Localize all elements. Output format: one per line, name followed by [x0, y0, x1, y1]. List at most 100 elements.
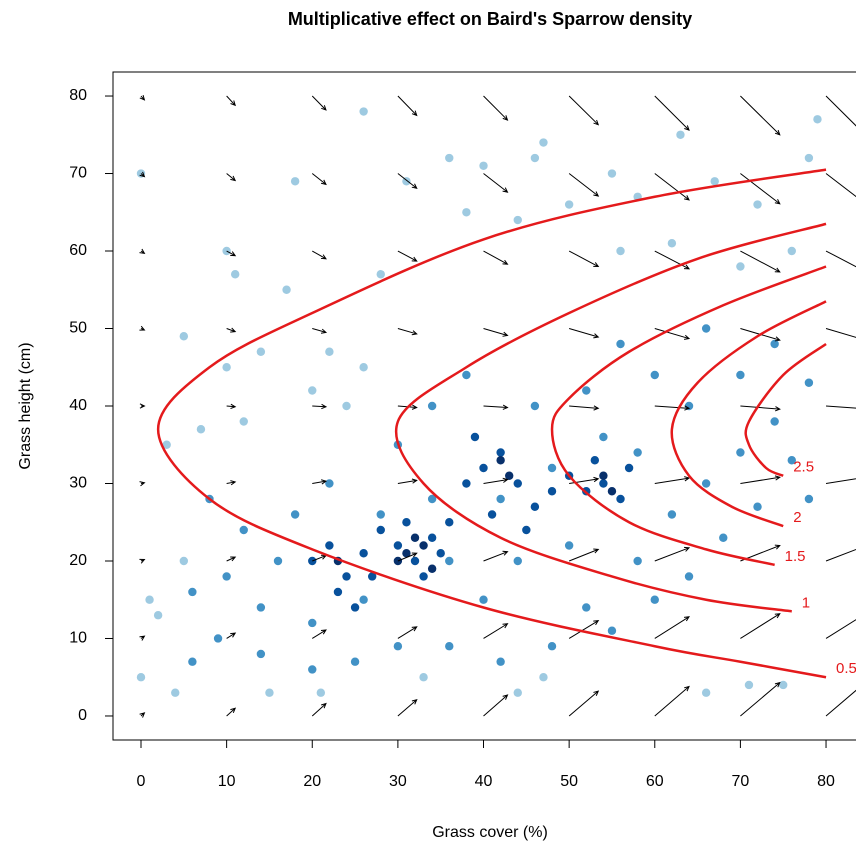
contour-label: 2.5 — [793, 459, 814, 476]
point — [513, 215, 522, 225]
point — [188, 657, 197, 666]
point — [667, 239, 677, 248]
vector-arrow — [740, 681, 781, 717]
vector-arrow — [312, 479, 328, 485]
point — [196, 425, 206, 434]
point — [813, 115, 822, 124]
point — [530, 502, 540, 511]
point — [393, 642, 403, 651]
point — [787, 456, 796, 465]
y-tick-label: 0 — [78, 707, 87, 724]
point — [419, 572, 428, 581]
y-tick-label: 60 — [69, 242, 87, 259]
contour-line — [744, 342, 827, 477]
point — [599, 479, 608, 488]
point — [171, 688, 180, 697]
point — [239, 525, 248, 535]
point — [162, 440, 171, 449]
point — [804, 153, 814, 163]
vector-arrow — [139, 635, 146, 641]
vector-arrow — [825, 173, 856, 198]
point — [376, 270, 385, 279]
contour-label: 0.5 — [836, 660, 856, 677]
vector-arrow — [226, 327, 237, 333]
point — [290, 510, 300, 519]
point — [539, 138, 548, 147]
vector-arrow — [654, 328, 691, 340]
point — [650, 370, 659, 380]
point — [402, 518, 411, 527]
point — [547, 463, 557, 473]
contour-label: 1.5 — [785, 548, 806, 565]
y-tick-label: 10 — [69, 630, 87, 647]
vector-arrow — [311, 173, 327, 186]
vector-arrow — [226, 556, 237, 562]
point — [607, 626, 617, 635]
point — [325, 479, 334, 488]
point — [736, 262, 745, 271]
vector-arrow — [397, 626, 418, 639]
vector-arrow — [312, 250, 327, 260]
point — [376, 510, 385, 519]
point — [462, 370, 471, 380]
vector-arrow — [654, 546, 691, 562]
point — [333, 587, 343, 597]
point — [496, 448, 505, 457]
point — [744, 680, 754, 690]
point — [256, 649, 266, 659]
point — [770, 417, 779, 426]
vector-arrow — [397, 698, 418, 717]
point — [633, 448, 642, 457]
vector-arrow — [226, 173, 237, 182]
vector-arrow — [226, 250, 237, 257]
vector-arrow — [825, 405, 856, 409]
point — [505, 471, 514, 480]
x-tick-label: 70 — [732, 773, 750, 790]
chart-title: Multiplicative effect on Baird's Sparrow… — [288, 9, 692, 29]
point — [445, 153, 454, 163]
point — [265, 688, 274, 697]
point — [710, 177, 719, 186]
y-tick-label: 40 — [69, 397, 87, 414]
vector-arrow — [226, 403, 237, 410]
point — [359, 107, 368, 116]
y-tick-label: 80 — [69, 87, 87, 104]
point — [804, 378, 814, 387]
vector-arrow — [483, 550, 509, 562]
point — [445, 642, 454, 651]
point — [325, 347, 334, 356]
point — [479, 161, 488, 170]
point — [582, 603, 591, 612]
vector-arrow — [654, 405, 691, 411]
y-tick-label: 30 — [69, 475, 87, 492]
vector-arrow — [568, 173, 600, 197]
vector-arrow — [825, 95, 856, 127]
point — [427, 564, 437, 573]
point — [547, 487, 557, 496]
point — [633, 556, 642, 566]
vector-arrow — [568, 690, 600, 717]
point — [530, 153, 540, 163]
x-tick-label: 20 — [303, 773, 321, 790]
point — [445, 518, 454, 527]
point — [676, 130, 685, 139]
vector-arrow — [226, 480, 237, 486]
point — [462, 208, 471, 217]
vector-arrow — [825, 478, 856, 484]
point — [616, 339, 625, 349]
point — [282, 285, 291, 294]
vector-arrow — [569, 328, 600, 339]
point — [153, 611, 163, 620]
vector-arrow — [740, 475, 781, 484]
point — [701, 688, 711, 697]
point — [616, 494, 625, 504]
contour-label: 2 — [793, 509, 801, 526]
y-tick-label: 20 — [69, 552, 87, 569]
vector-arrow — [740, 405, 781, 412]
point — [179, 556, 189, 566]
vector-arrow — [569, 405, 600, 411]
point — [427, 494, 437, 504]
contour-label: 1 — [802, 594, 810, 611]
point — [308, 665, 317, 674]
